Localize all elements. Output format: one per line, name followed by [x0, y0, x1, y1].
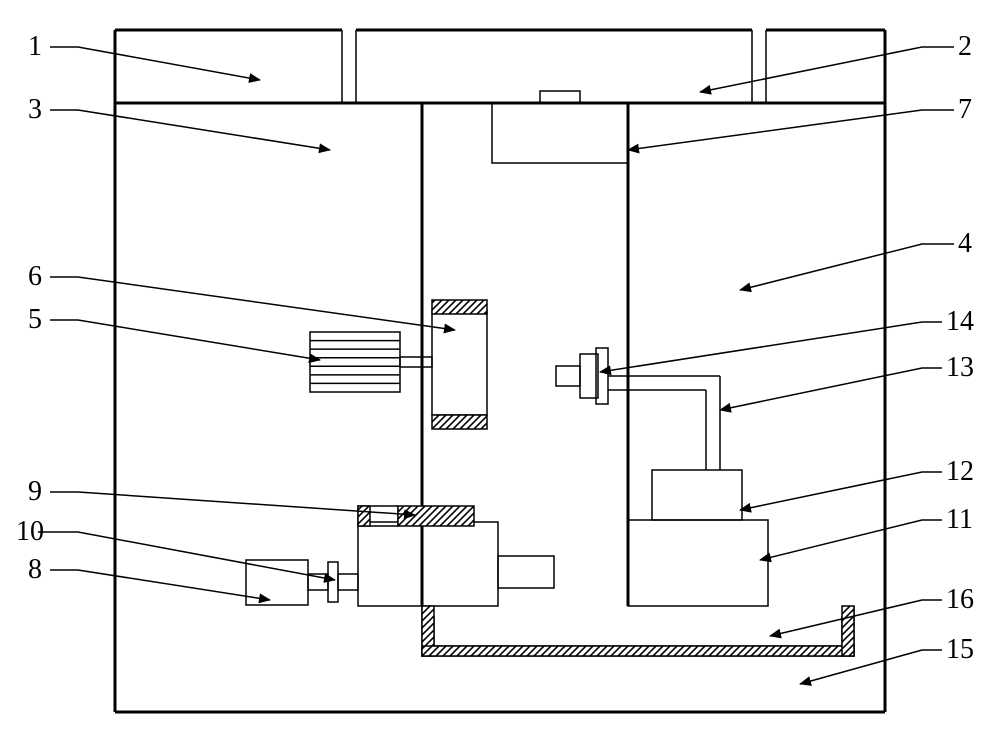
leader-5 [50, 320, 320, 360]
callout-label-10: 10 [16, 516, 44, 547]
leader-9 [50, 492, 415, 515]
leader-13 [720, 368, 942, 410]
callout-label-6: 6 [28, 261, 42, 292]
diagram-art [115, 30, 885, 712]
callout-label-15: 15 [946, 634, 974, 665]
leader-14 [600, 322, 942, 372]
leader-16 [770, 600, 942, 636]
callout-label-4: 4 [958, 228, 972, 259]
callout-labels: 13659108274141312111615 [16, 31, 974, 665]
leader-6 [50, 277, 455, 330]
leader-7 [628, 110, 954, 150]
callout-label-11: 11 [946, 504, 973, 535]
callout-label-8: 8 [28, 554, 42, 585]
leader-3 [50, 110, 330, 150]
callout-label-5: 5 [28, 304, 42, 335]
leader-1 [50, 47, 260, 80]
callout-label-14: 14 [946, 306, 974, 337]
callout-label-7: 7 [958, 94, 972, 125]
engineering-diagram: 13659108274141312111615 [0, 0, 1000, 747]
leader-2 [700, 47, 954, 92]
callout-label-13: 13 [946, 352, 974, 383]
callout-label-3: 3 [28, 94, 42, 125]
callout-label-2: 2 [958, 31, 972, 62]
leader-4 [740, 244, 954, 290]
leader-8 [50, 570, 270, 600]
callout-label-1: 1 [28, 31, 42, 62]
callout-label-16: 16 [946, 584, 974, 615]
callout-leaders [38, 47, 954, 684]
leader-10 [38, 532, 335, 580]
callout-label-12: 12 [946, 456, 974, 487]
leader-11 [760, 520, 942, 560]
leader-12 [740, 472, 942, 510]
callout-label-9: 9 [28, 476, 42, 507]
